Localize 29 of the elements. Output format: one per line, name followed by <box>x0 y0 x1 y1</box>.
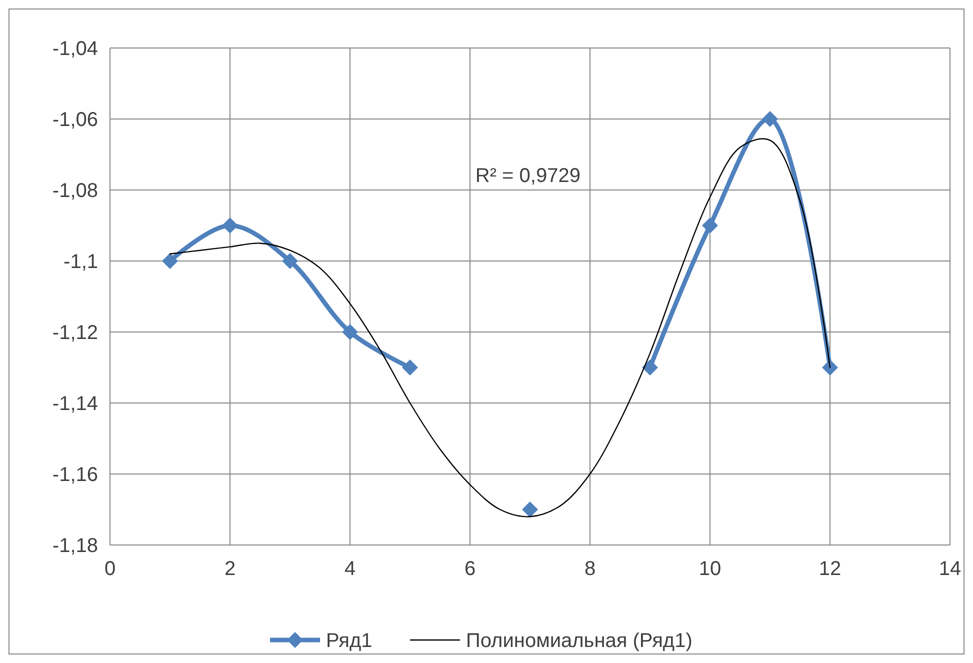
y-tick-label: -1,12 <box>52 322 98 344</box>
y-tick-label: -1,04 <box>52 38 98 60</box>
x-tick-label: 12 <box>818 558 842 580</box>
x-tick-label: 0 <box>104 558 116 580</box>
point <box>402 360 418 376</box>
y-tick-label: -1,08 <box>52 180 98 202</box>
x-tick-label: 10 <box>698 558 722 580</box>
legend-label: Полиномиальная (Ряд1) <box>466 630 692 652</box>
x-tick-label: 8 <box>584 558 596 580</box>
point <box>162 253 178 269</box>
x-tick-label: 4 <box>344 558 356 580</box>
x-tick-label: 6 <box>464 558 476 580</box>
legend-label: Ряд1 <box>326 630 372 652</box>
point <box>522 502 538 518</box>
y-tick-label: -1,1 <box>64 251 98 273</box>
y-tick-label: -1,16 <box>52 464 98 486</box>
point <box>642 360 658 376</box>
point <box>762 111 778 127</box>
point <box>282 253 298 269</box>
point <box>702 218 718 234</box>
point <box>342 324 358 340</box>
point <box>822 360 838 376</box>
annotation: R² = 0,9729 <box>475 165 580 188</box>
x-tick-label: 2 <box>224 558 236 580</box>
y-tick-label: -1,14 <box>52 393 98 415</box>
y-tick-label: -1,18 <box>52 535 98 557</box>
y-tick-label: -1,06 <box>52 109 98 131</box>
point <box>222 218 238 234</box>
x-tick-label: 14 <box>938 558 962 580</box>
